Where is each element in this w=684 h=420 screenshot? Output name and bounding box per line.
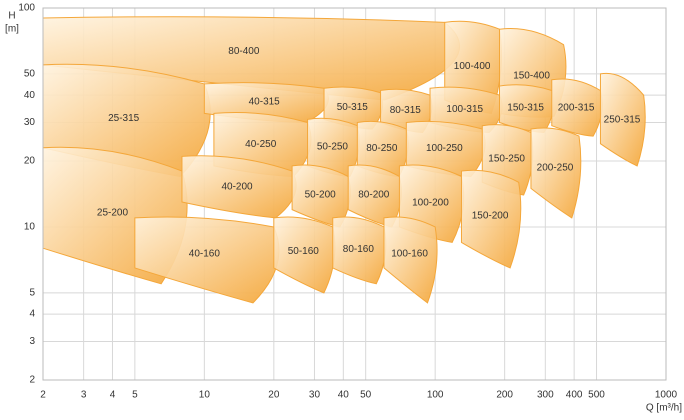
- x-tick-label: 40: [338, 390, 350, 401]
- region-label: 80-200: [358, 189, 390, 200]
- x-tick-label: 4: [110, 390, 116, 401]
- x-tick-label: 500: [588, 390, 605, 401]
- pump-region: [599, 72, 646, 167]
- y-axis-label: H: [8, 11, 15, 22]
- region-label: 80-160: [343, 244, 375, 255]
- region-label: 100-200: [412, 198, 449, 209]
- y-tick-label: 10: [24, 222, 36, 233]
- pump-region: [460, 169, 522, 269]
- region-label: 150-315: [507, 103, 544, 114]
- x-tick-label: 300: [537, 390, 554, 401]
- region-label: 40-200: [221, 181, 253, 192]
- x-tick-label: 30: [309, 390, 321, 401]
- y-tick-label: 3: [29, 336, 35, 347]
- y-tick-label: 20: [24, 156, 36, 167]
- plot-frame: [42, 7, 667, 381]
- x-tick-label: 3: [81, 390, 87, 401]
- x-tick-label: 2: [40, 390, 46, 401]
- region-label: 100-160: [391, 249, 428, 260]
- x-tick-label: 400: [566, 390, 583, 401]
- pump-region: [383, 216, 438, 304]
- x-tick-label: 10: [199, 390, 211, 401]
- region-label: 100-315: [446, 104, 483, 115]
- region-label: 200-315: [558, 103, 595, 114]
- region-label: 80-400: [228, 46, 260, 57]
- y-tick-label: 5: [29, 288, 35, 299]
- region-label: 50-160: [288, 246, 320, 257]
- x-axis-label: Q [m³/h]: [646, 403, 682, 414]
- region-label: 150-250: [488, 154, 525, 165]
- region-label: 25-200: [97, 207, 129, 218]
- region-label: 150-200: [472, 211, 509, 222]
- region-label: 40-160: [189, 249, 221, 260]
- region-label: 80-315: [390, 105, 422, 116]
- pump-region: [530, 127, 582, 219]
- y-tick-label: 2: [29, 375, 35, 386]
- region-label: 50-200: [305, 189, 337, 200]
- region-label: 250-315: [604, 114, 641, 125]
- region-label: 200-250: [537, 162, 574, 173]
- region-label: 40-250: [245, 139, 277, 150]
- x-tick-label: 5: [132, 390, 138, 401]
- x-tick-label: 100: [427, 390, 444, 401]
- region-label: 25-315: [108, 113, 140, 124]
- region-label: 50-250: [317, 142, 349, 153]
- region-label: 100-400: [454, 61, 491, 72]
- region-label: 100-250: [426, 143, 463, 154]
- y-tick-label: 50: [24, 69, 36, 80]
- y-tick-label: 40: [24, 90, 36, 101]
- x-tick-label: 200: [496, 390, 513, 401]
- x-tick-label: 1000: [655, 390, 678, 401]
- region-label: 40-315: [249, 97, 281, 108]
- y-axis-label: [m]: [5, 24, 19, 35]
- pump-region: [134, 216, 280, 304]
- y-tick-label: 4: [29, 309, 35, 320]
- region-label: 80-250: [366, 143, 398, 154]
- y-tick-label: 30: [24, 117, 36, 128]
- region-label: 50-315: [337, 102, 369, 113]
- x-tick-label: 50: [360, 390, 372, 401]
- y-tick-label: 100: [18, 3, 35, 14]
- x-tick-label: 20: [268, 390, 280, 401]
- region-label: 150-400: [513, 71, 550, 82]
